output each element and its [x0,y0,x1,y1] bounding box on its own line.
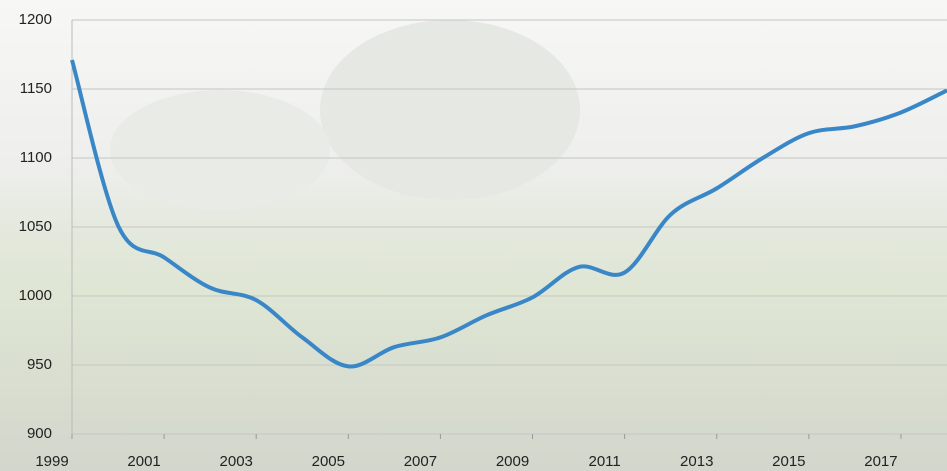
y-tick-label: 1150 [20,80,52,97]
y-tick-label: 900 [27,425,52,442]
y-tick-label: 1000 [19,287,52,304]
y-tick-label: 1100 [20,149,52,166]
x-tick-label: 2001 [127,453,160,470]
x-tick-label: 2007 [404,453,437,470]
x-tick-label: 2005 [312,453,345,470]
background-tree [320,20,580,200]
page: {"chart_data": {"type": "line", "x": [19… [0,0,947,471]
x-tick-label: 1999 [35,453,68,470]
chart: 900 950 1000 1050 1100 1150 1200 1999 2001 2003 20… [0,0,947,471]
y-tick-label: 950 [27,356,52,373]
x-tick-label: 2017 [864,453,897,470]
x-tick-label: 2003 [220,453,253,470]
x-tick-label: 2015 [772,453,805,470]
y-tick-label: 1200 [19,11,52,28]
x-tick-label: 2013 [680,453,713,470]
background-tree [110,90,330,210]
y-tick-label: 1050 [19,218,52,235]
x-tick-label: 2009 [496,453,529,470]
x-tick-label: 2011 [588,453,620,470]
